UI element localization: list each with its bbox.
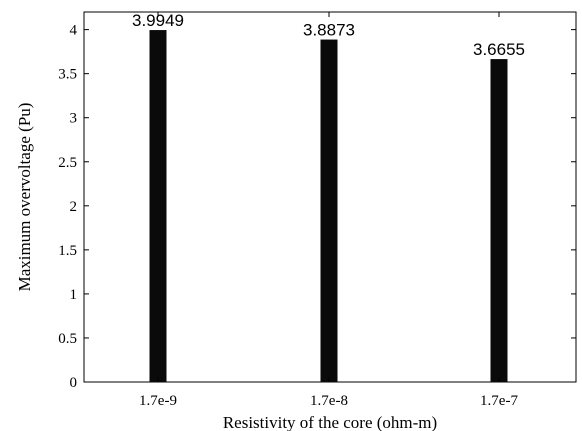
- y-tick-label: 4: [70, 23, 78, 39]
- x-tick-label: 1.7e-8: [310, 393, 348, 409]
- y-tick-label: 3.5: [58, 67, 77, 83]
- bar-value-label: 3.6655: [473, 40, 525, 59]
- bars-group: [149, 30, 508, 383]
- x-axis-title: Resistivity of the core (ohm-m): [223, 413, 437, 431]
- bar: [320, 39, 338, 382]
- y-tick-label: 2: [70, 199, 78, 215]
- y-tick-label: 0: [70, 375, 78, 391]
- y-tick-label: 1.5: [58, 243, 77, 259]
- data-labels-group: 3.9949 3.8873 3.6655: [132, 11, 525, 59]
- y-tick-label: 2.5: [58, 155, 77, 171]
- bar-value-label: 3.8873: [303, 21, 355, 40]
- bar: [149, 30, 167, 383]
- y-axis-title: Maximum overvoltage (Pu): [15, 103, 34, 292]
- x-tick-label: 1.7e-9: [139, 393, 177, 409]
- y-tick-label: 3: [70, 111, 78, 127]
- y-axis-ticks: 0 0.5 1 1.5 2 2.5 3 3.5 4: [58, 23, 576, 391]
- x-axis-ticks: 1.7e-9 1.7e-8 1.7e-7: [139, 12, 518, 409]
- x-tick-label: 1.7e-7: [480, 393, 518, 409]
- y-tick-label: 0.5: [58, 331, 77, 347]
- bar-value-label: 3.9949: [132, 11, 184, 30]
- bar: [490, 59, 508, 382]
- y-tick-label: 1: [70, 287, 78, 303]
